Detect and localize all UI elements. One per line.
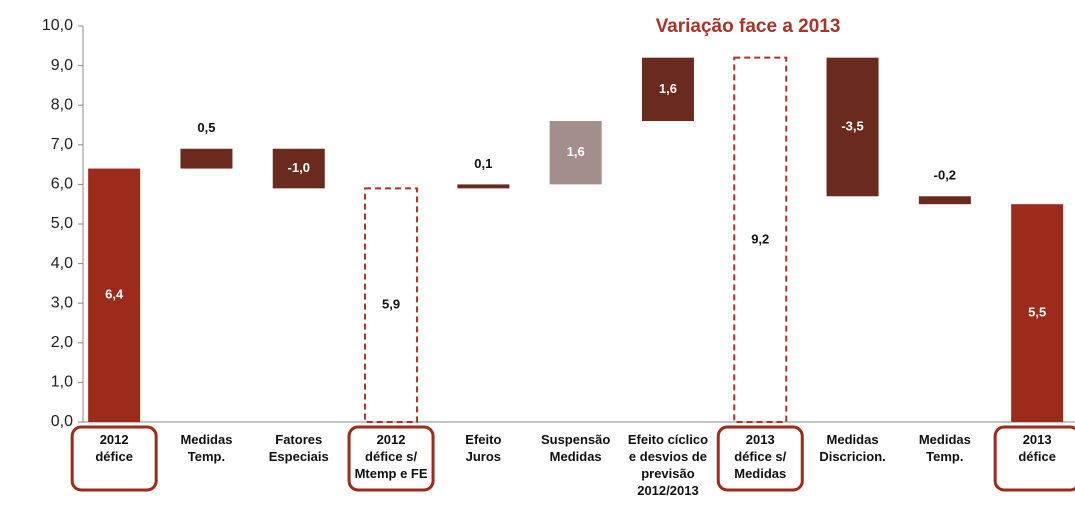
x-tick-label-line: 2012/2013 (637, 483, 698, 498)
bar (1011, 204, 1064, 422)
y-tick-label: 5,0 (51, 215, 73, 232)
x-tick-label-line: Efeito (465, 432, 501, 447)
bar (364, 187, 419, 423)
x-tick-label-line: Temp. (188, 449, 225, 464)
x-tick-label-line: e desvios de (629, 449, 707, 464)
chart-title: Variação face a 2013 (656, 16, 841, 37)
y-tick-label: 6,0 (51, 176, 73, 193)
value-label: -1,0 (288, 160, 310, 175)
x-tick-label-line: défice s/ (734, 449, 786, 464)
value-label: 0,5 (197, 120, 215, 135)
value-label: 0,1 (474, 156, 492, 171)
y-tick-label: 7,0 (51, 136, 73, 153)
x-tick-label-line: Efeito cíclico (628, 432, 708, 447)
y-tick-label: 8,0 (51, 96, 73, 113)
bar (733, 56, 788, 424)
x-tick-label-line: previsão (641, 466, 695, 481)
x-tick-label-line: Medidas (919, 432, 971, 447)
x-tick-label-line: défice s/ (365, 449, 417, 464)
x-tick-label-line: 2013 (746, 432, 775, 447)
value-label: 6,4 (105, 287, 124, 302)
y-tick-label: 10,0 (42, 17, 73, 34)
x-tick-label-line: Medidas (550, 449, 602, 464)
x-tick-label-line: Juros (466, 449, 501, 464)
y-tick-label: 0,0 (51, 413, 73, 430)
x-tick-label-line: défice (1018, 449, 1056, 464)
category-highlight (70, 425, 158, 492)
x-tick-label: 2013 défice s/Medidas (734, 432, 786, 481)
x-tick-label: 2012 défice (95, 432, 133, 464)
value-label: 1,6 (659, 81, 677, 96)
x-tick-label-line: Suspensão (541, 432, 610, 447)
bar (826, 57, 879, 197)
x-tick-label-line: Medidas (827, 432, 879, 447)
value-label: 9,2 (751, 231, 769, 246)
category-highlight (347, 425, 435, 492)
x-tick-label-line: Temp. (926, 449, 963, 464)
x-tick-label-line: Fatores (275, 432, 322, 447)
y-tick-label: 3,0 (51, 294, 73, 311)
x-tick-label: Suspensão Medidas (541, 432, 610, 464)
bar (180, 148, 233, 169)
x-tick-label-line: Especiais (269, 449, 329, 464)
x-tick-label: 2013 défice (1018, 432, 1056, 464)
x-tick-label: Medidas Temp. (180, 432, 232, 464)
x-tick-label-line: Discricion. (819, 449, 885, 464)
x-tick-label-line: défice (95, 449, 133, 464)
value-label: 5,9 (382, 297, 400, 312)
value-label: 1,6 (567, 144, 585, 159)
y-tick-label: 4,0 (51, 255, 73, 272)
x-tick-label-line: Medidas (734, 466, 786, 481)
category-highlight (716, 425, 804, 492)
category-highlight (993, 425, 1075, 492)
bar (272, 148, 325, 189)
value-label: -3,5 (841, 118, 863, 133)
x-tick-label: Efeito Juros (465, 432, 501, 464)
y-tick-label: 9,0 (51, 57, 73, 74)
x-tick-label-line: Medidas (180, 432, 232, 447)
bar (918, 196, 971, 205)
x-tick-label: Fatores Especiais (269, 432, 329, 464)
bar (641, 57, 694, 122)
y-tick-label: 1,0 (51, 374, 73, 391)
x-tick-label: Medidas Discricion. (819, 432, 885, 464)
x-tick-label: Efeito cíclico e desvios de previsão 2012/2… (628, 432, 708, 498)
x-tick-label-line: 2012 (377, 432, 406, 447)
x-tick-label: 2012 défice s/Mtemp e FE (355, 432, 428, 481)
x-tick-label: Medidas Temp. (919, 432, 971, 464)
x-tick-label-line: 2012 (100, 432, 129, 447)
bar (549, 121, 602, 185)
bar (457, 184, 510, 189)
value-label: -0,2 (934, 168, 956, 183)
x-tick-label-line: 2013 (1023, 432, 1052, 447)
value-label: 5,5 (1028, 305, 1046, 320)
y-tick-label: 2,0 (51, 334, 73, 351)
x-tick-label-line: Mtemp e FE (355, 466, 428, 481)
bar (88, 168, 141, 422)
